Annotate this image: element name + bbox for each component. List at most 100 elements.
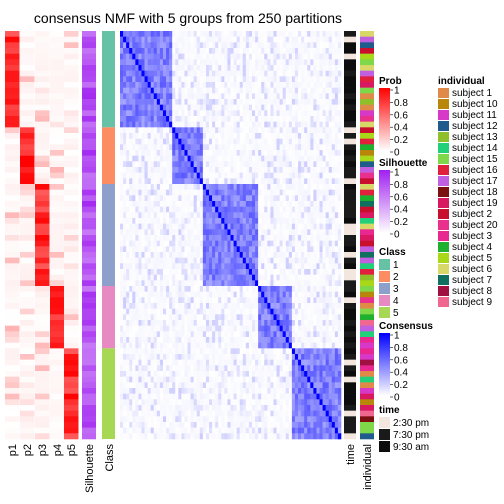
prob-cell <box>35 410 50 417</box>
consensus-cell <box>239 314 244 321</box>
consensus-cell <box>291 48 296 54</box>
consensus-cell <box>162 229 167 236</box>
consensus-cell <box>267 184 271 190</box>
consensus-cell <box>212 121 216 128</box>
consensus-cell <box>270 235 274 241</box>
consensus-cell <box>328 297 333 304</box>
consensus-cell <box>319 342 323 349</box>
consensus-cell <box>236 371 241 377</box>
consensus-cell <box>319 240 323 247</box>
consensus-cell <box>144 376 148 383</box>
consensus-cell <box>316 320 320 326</box>
prob-cell <box>35 422 50 428</box>
consensus-cell <box>270 359 274 366</box>
consensus-cell <box>218 342 222 349</box>
consensus-cell <box>193 212 198 219</box>
consensus-cell <box>212 320 216 326</box>
consensus-cell <box>230 138 234 145</box>
consensus-cell <box>242 59 247 66</box>
consensus-cell <box>162 65 167 71</box>
consensus-cell <box>310 93 314 100</box>
consensus-cell <box>301 76 305 83</box>
consensus-cell <box>209 172 213 179</box>
consensus-cell <box>294 59 299 66</box>
consensus-cell <box>313 212 317 219</box>
consensus-cell <box>279 320 283 326</box>
consensus-cell <box>138 212 142 219</box>
prob-cell <box>64 303 79 309</box>
consensus-cell <box>202 87 207 94</box>
consensus-cell <box>258 229 262 236</box>
consensus-cell <box>322 53 326 60</box>
consensus-cell <box>172 342 176 349</box>
consensus-cell <box>316 178 320 185</box>
consensus-cell <box>178 206 182 213</box>
consensus-cell <box>162 104 167 111</box>
consensus-cell <box>325 121 330 128</box>
consensus-cell <box>141 133 145 139</box>
consensus-cell <box>288 127 293 134</box>
consensus-cell <box>150 121 155 128</box>
consensus-cell <box>147 252 151 258</box>
consensus-cell <box>202 235 207 241</box>
consensus-cell <box>184 93 188 100</box>
consensus-cell <box>291 308 296 315</box>
consensus-cell <box>141 138 145 145</box>
consensus-cell <box>120 42 124 49</box>
prob-cell <box>35 348 50 355</box>
consensus-cell <box>123 348 127 355</box>
prob-cell <box>20 93 35 100</box>
consensus-cell <box>227 195 231 202</box>
consensus-cell <box>316 133 320 139</box>
consensus-cell <box>166 53 170 60</box>
consensus-cell <box>276 280 280 287</box>
consensus-cell <box>328 337 333 343</box>
consensus-cell <box>227 127 231 134</box>
consensus-cell <box>138 223 142 230</box>
consensus-cell <box>169 144 173 151</box>
consensus-cell <box>218 48 222 54</box>
consensus-cell <box>264 189 268 196</box>
consensus-cell <box>156 70 161 77</box>
consensus-cell <box>218 195 222 202</box>
prob-cell <box>5 405 20 411</box>
consensus-cell <box>138 331 142 338</box>
consensus-cell <box>298 269 302 275</box>
consensus-cell <box>193 48 198 54</box>
consensus-cell <box>138 127 142 134</box>
consensus-cell <box>337 376 342 383</box>
silhouette-cell <box>82 427 96 434</box>
consensus-cell <box>288 31 293 37</box>
consensus-cell <box>193 99 198 105</box>
consensus-cell <box>291 144 296 151</box>
consensus-cell <box>307 150 311 156</box>
consensus-cell <box>279 144 283 151</box>
consensus-cell <box>150 178 155 185</box>
consensus-cell <box>258 308 262 315</box>
consensus-cell <box>279 195 283 202</box>
consensus-cell <box>310 240 314 247</box>
consensus-cell <box>319 354 323 360</box>
consensus-cell <box>291 229 296 236</box>
consensus-cell <box>156 218 161 224</box>
consensus-cell <box>273 178 277 185</box>
consensus-cell <box>215 189 219 196</box>
consensus-cell <box>307 303 311 309</box>
consensus-cell <box>129 144 133 151</box>
consensus-cell <box>307 257 311 264</box>
consensus-cell <box>162 382 167 389</box>
consensus-cell <box>162 257 167 264</box>
consensus-cell <box>316 116 320 122</box>
consensus-cell <box>273 223 277 230</box>
consensus-cell <box>273 138 277 145</box>
consensus-cell <box>251 229 256 236</box>
consensus-cell <box>212 116 216 122</box>
consensus-cell <box>205 274 210 281</box>
prob-cell <box>20 354 35 360</box>
consensus-cell <box>132 167 136 173</box>
consensus-cell <box>120 365 124 372</box>
consensus-cell <box>325 212 330 219</box>
consensus-cell <box>264 99 268 105</box>
consensus-cell <box>291 150 296 156</box>
consensus-cell <box>221 184 225 190</box>
